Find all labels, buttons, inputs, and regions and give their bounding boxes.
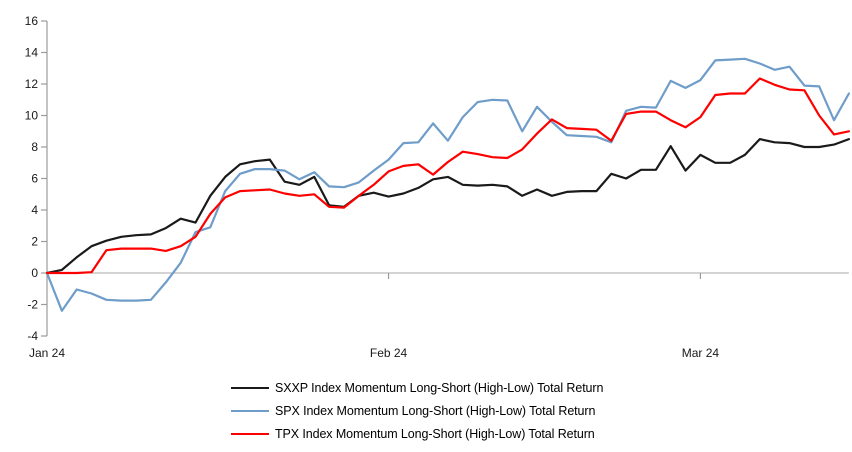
legend-label-tpx: TPX Index Momentum Long-Short (High-Low)… xyxy=(275,426,595,441)
x-tick-label: Jan 24 xyxy=(29,346,65,360)
y-tick-label: 0 xyxy=(31,266,38,280)
y-tick-label: -4 xyxy=(27,329,38,343)
y-tick-label: 6 xyxy=(31,172,38,186)
legend-label-sxxp: SXXP Index Momentum Long-Short (High-Low… xyxy=(275,380,604,395)
legend-item-sxxp: SXXP Index Momentum Long-Short (High-Low… xyxy=(231,376,603,399)
y-tick-label: 14 xyxy=(25,46,39,60)
x-tick-label: Feb 24 xyxy=(370,346,408,360)
legend-swatch-sxxp-line xyxy=(231,386,269,389)
legend-label-spx: SPX Index Momentum Long-Short (High-Low)… xyxy=(275,403,596,418)
y-tick-label: -2 xyxy=(27,298,38,312)
series-line-spx xyxy=(45,57,851,312)
x-tick-label: Mar 24 xyxy=(682,346,720,360)
y-tick-label: 2 xyxy=(31,235,38,249)
y-tick-label: 12 xyxy=(25,77,39,91)
y-tick-label: 8 xyxy=(31,140,38,154)
chart-legend: SXXP Index Momentum Long-Short (High-Low… xyxy=(231,376,603,445)
legend-item-tpx: TPX Index Momentum Long-Short (High-Low)… xyxy=(231,422,603,445)
y-tick-label: 10 xyxy=(25,109,39,123)
series-line-sxxp xyxy=(45,138,851,275)
series-line-tpx xyxy=(45,77,851,275)
legend-item-spx: SPX Index Momentum Long-Short (High-Low)… xyxy=(231,399,603,422)
y-tick-label: 4 xyxy=(31,203,38,217)
legend-swatch-spx-line xyxy=(231,409,269,412)
y-tick-label: 16 xyxy=(25,14,39,28)
momentum-line-chart: 16 14 12 10 8 6 4 2 0 -2 -4 Jan 24 Feb 24 Mar 24 xyxy=(25,14,851,360)
legend-swatch-tpx-line xyxy=(231,432,269,435)
